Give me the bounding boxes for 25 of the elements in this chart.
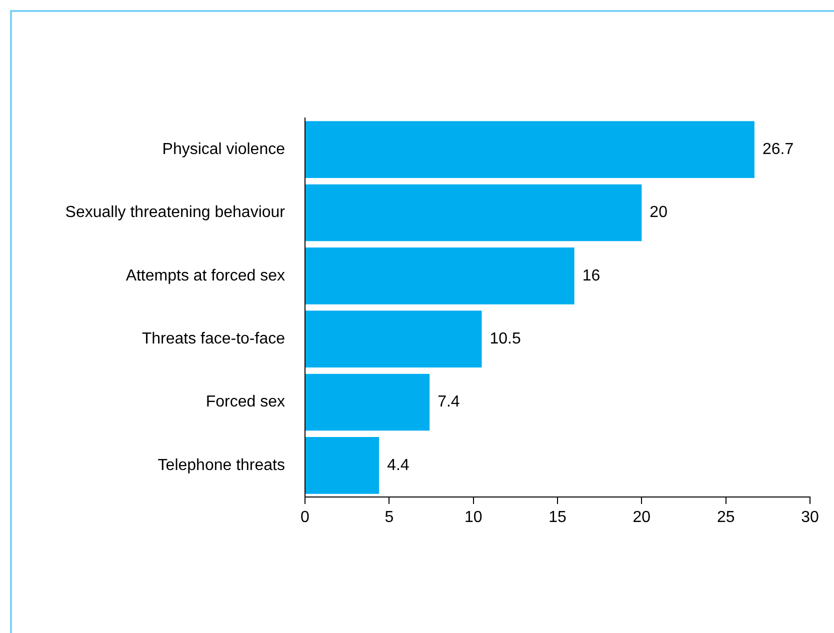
data-label: 26.7 bbox=[762, 140, 794, 158]
x-tick-label: 30 bbox=[801, 509, 819, 526]
bar bbox=[306, 184, 642, 242]
x-tick-label: 0 bbox=[300, 509, 310, 526]
x-tick-label: 25 bbox=[716, 509, 735, 526]
bar bbox=[306, 374, 430, 431]
x-tick-label: 15 bbox=[548, 509, 566, 526]
data-label: 16 bbox=[582, 267, 600, 284]
y-tick-label: Forced sex bbox=[206, 394, 285, 411]
data-label: 7.4 bbox=[438, 394, 460, 411]
x-tick-label: 5 bbox=[384, 509, 394, 526]
y-tick-label: Physical violence bbox=[162, 140, 286, 158]
bar bbox=[306, 247, 574, 304]
bar bbox=[306, 121, 754, 178]
y-tick-label: Attempts at forced sex bbox=[126, 267, 285, 284]
x-tick-label: 10 bbox=[464, 509, 482, 526]
data-label: 20 bbox=[650, 204, 668, 222]
bar bbox=[306, 436, 380, 494]
data-label: 10.5 bbox=[490, 330, 521, 348]
y-tick-label: Sexually threatening behaviour bbox=[65, 204, 286, 222]
bar bbox=[306, 310, 482, 368]
y-tick-label: Telephone threats bbox=[158, 456, 285, 474]
y-tick-label: Threats face-to-face bbox=[142, 330, 286, 348]
data-label: 4.4 bbox=[387, 456, 410, 474]
x-tick-label: 20 bbox=[632, 509, 651, 526]
